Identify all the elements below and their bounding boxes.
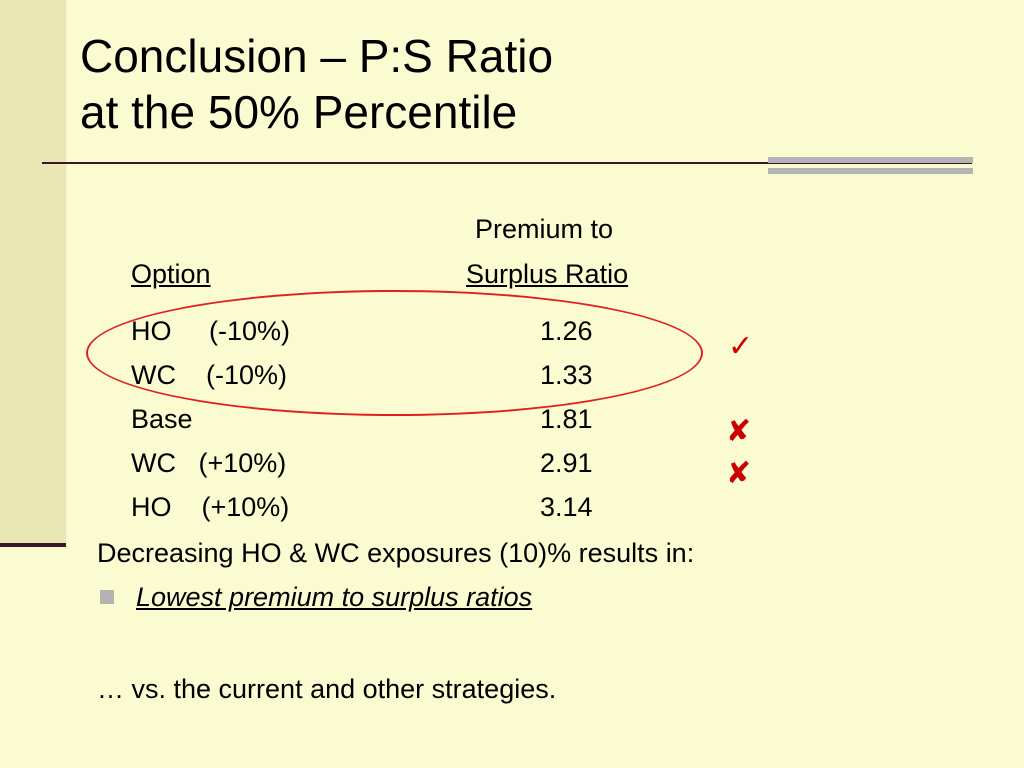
bullet-square-icon (100, 590, 114, 604)
header-surplus-ratio: Surplus Ratio (466, 259, 629, 289)
table-row: HO (+10%) 3.14 (0, 491, 1024, 535)
table-row: WC (+10%) 2.91 (0, 447, 1024, 491)
gray-bar-bottom (768, 168, 973, 174)
slide-title: Conclusion – P:S Ratio at the 50% Percen… (80, 28, 553, 140)
title-divider (42, 162, 972, 164)
header-option: Option (131, 259, 211, 289)
check-mark-icon: ✓ (728, 330, 754, 363)
row-ratio: 3.14 (540, 492, 593, 522)
slide-title-line2: at the 50% Percentile (80, 86, 518, 138)
conclusion-footer: … vs. the current and other strategies. (97, 674, 557, 704)
slide-title-line1: Conclusion – P:S Ratio (80, 30, 554, 82)
conclusion-bullet: Lowest premium to surplus ratios (136, 582, 533, 612)
row-option: WC (+10%) (131, 448, 287, 478)
table-row: Base 1.81 (0, 403, 1024, 447)
row-option: Base (131, 404, 193, 434)
highlight-ellipse (86, 290, 703, 416)
left-accent-bar (0, 0, 66, 544)
left-accent-edge (66, 0, 67, 547)
decorative-gray-bars (768, 157, 973, 179)
conclusion-lead: Decreasing HO & WC exposures (10)% resul… (97, 538, 695, 568)
cross-mark-icon: ✘ (726, 415, 752, 448)
cross-mark-icon: ✘ (726, 457, 752, 490)
row-option: HO (+10%) (131, 492, 290, 522)
gray-bar-top (768, 157, 973, 163)
row-ratio: 1.81 (540, 404, 593, 434)
row-ratio: 2.91 (540, 448, 593, 478)
left-accent-rule (0, 543, 66, 547)
header-premium-to: Premium to (475, 214, 614, 244)
